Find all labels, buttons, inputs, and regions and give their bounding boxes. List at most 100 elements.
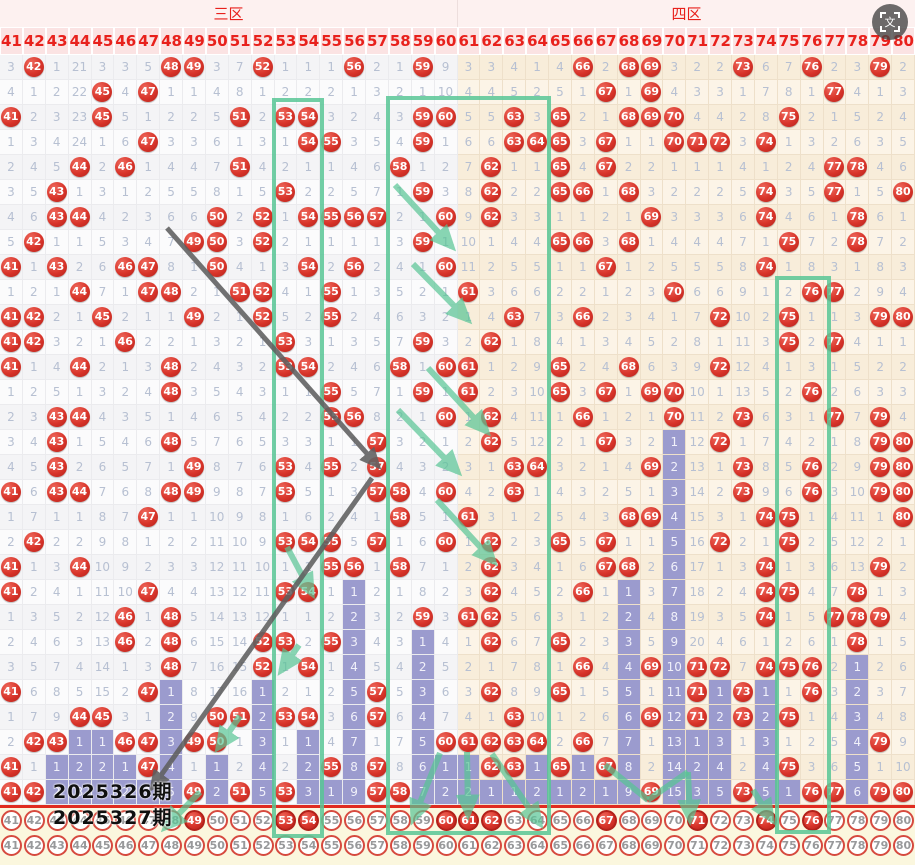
miss-streak-cell: 2 [297,755,321,780]
miss-count-cell: 8 [846,430,870,455]
miss-count-cell: 1 [320,330,344,355]
miss-streak-cell: 2 [91,755,115,780]
miss-count-cell: 4 [663,230,687,255]
miss-count-cell: 1 [45,230,69,255]
drawn-number-ball: 57 [366,432,387,452]
miss-count-cell: 2 [594,480,618,505]
drawn-number-ball: 59 [412,607,433,627]
drawn-number-ball: 55 [321,207,342,227]
miss-count-cell: 2 [640,755,664,780]
miss-count-cell: 5 [22,455,46,480]
drawn-ball-cell: 57 [366,455,389,480]
miss-count-cell: 1 [366,505,389,530]
drawn-ball-cell: 61 [457,380,481,405]
miss-count-cell: 6 [22,205,46,230]
drawn-number-ball: 46 [115,632,136,652]
miss-count-cell: 1 [114,180,138,205]
next-period-ball: 42 [23,810,45,831]
miss-count-cell: 2 [297,405,321,430]
drawn-number-ball: 62 [481,557,502,577]
miss-count-cell: 1 [320,155,344,180]
drawn-number-ball: 46 [115,157,136,177]
drawn-number-ball: 66 [572,232,593,252]
drawn-number-ball: 58 [389,482,410,502]
miss-count-cell: 16 [205,655,229,680]
miss-count-cell: 4 [480,305,504,330]
miss-count-cell: 1 [754,230,778,255]
drawn-number-ball: 51 [229,282,250,302]
drawn-number-ball: 53 [275,582,296,602]
screenshot-translate-icon[interactable]: 文 [872,4,908,40]
miss-count-cell: 4 [594,355,618,380]
drawn-number-ball: 60 [435,407,456,427]
miss-count-cell: 2 [434,155,458,180]
drawn-number-ball: 62 [481,732,502,752]
miss-streak-cell: 8 [663,605,687,630]
miss-count-cell: 1 [777,555,801,580]
miss-count-cell: 6 [91,255,115,280]
miss-count-cell: 2 [640,555,664,580]
drawn-number-ball: 72 [710,657,731,677]
drawn-number-ball: 62 [481,757,502,777]
drawn-number-ball: 47 [138,132,159,152]
drawn-ball-cell: 79 [869,780,893,805]
next-period-ball: 44 [69,810,91,831]
miss-count-cell: 2 [800,105,824,130]
miss-count-cell: 2 [114,205,138,230]
miss-count-cell: 21 [68,55,92,80]
miss-count-cell: 9 [251,530,275,555]
drawn-number-ball: 73 [732,682,753,702]
drawn-number-ball: 74 [755,657,776,677]
miss-count-cell: 7 [503,655,527,680]
drawn-ball-cell: 47 [137,255,161,280]
drawn-ball-cell: 47 [137,755,161,780]
drawn-number-ball: 77 [824,157,845,177]
drawn-number-ball: 50 [206,732,227,752]
miss-count-cell: 3 [228,230,252,255]
miss-streak-cell: 2 [343,605,366,630]
miss-count-cell: 3 [663,55,687,80]
miss-count-cell: 1 [388,380,412,405]
miss-count-cell: 1 [594,105,618,130]
miss-count-cell: 2 [800,430,824,455]
drawn-ball-cell: 72 [709,305,732,330]
drawn-ball-cell: 45 [91,305,115,330]
miss-count-cell: 1 [732,730,755,755]
drawn-ball-cell: 78 [846,580,870,605]
drawn-number-ball: 48 [161,357,182,377]
bottom-cell: 66 [572,833,595,858]
miss-count-cell: 6 [114,130,138,155]
drawn-number-ball: 62 [481,582,502,602]
miss-count-cell: 5 [594,680,618,705]
drawn-number-ball: 48 [161,57,182,77]
miss-count-cell: 1 [823,430,847,455]
miss-count-cell: 2 [434,305,458,330]
miss-count-cell: 3 [503,205,527,230]
miss-count-cell: 2 [320,80,344,105]
miss-count-cell: 1 [457,405,481,430]
miss-count-cell: 10 [228,530,252,555]
miss-count-cell: 3 [594,230,618,255]
drawn-number-ball: 60 [435,482,456,502]
drawn-number-ball: 50 [206,207,227,227]
miss-streak-cell: 6 [617,705,641,730]
column-header-cell: 65 [549,27,572,55]
drawn-number-ball: 67 [595,132,616,152]
miss-count-cell: 5 [457,105,481,130]
drawn-ball-cell: 54 [297,705,321,730]
miss-count-cell: 14 [91,655,115,680]
drawn-number-ball: 49 [183,232,204,252]
miss-streak-cell: 9 [343,780,366,805]
miss-count-cell: 1 [183,255,206,280]
miss-count-cell: 4 [205,80,229,105]
drawn-number-ball: 66 [572,307,593,327]
drawn-number-ball: 48 [161,632,182,652]
drawn-ball-cell: 44 [68,405,92,430]
drawn-number-ball: 68 [618,107,639,127]
drawn-number-ball: 69 [641,707,662,727]
miss-count-cell: 2 [709,480,732,505]
miss-streak-cell: 3 [709,730,732,755]
reference-ball: 43 [46,835,68,856]
drawn-ball-cell: 64 [526,455,549,480]
drawn-ball-cell: 50 [205,705,229,730]
